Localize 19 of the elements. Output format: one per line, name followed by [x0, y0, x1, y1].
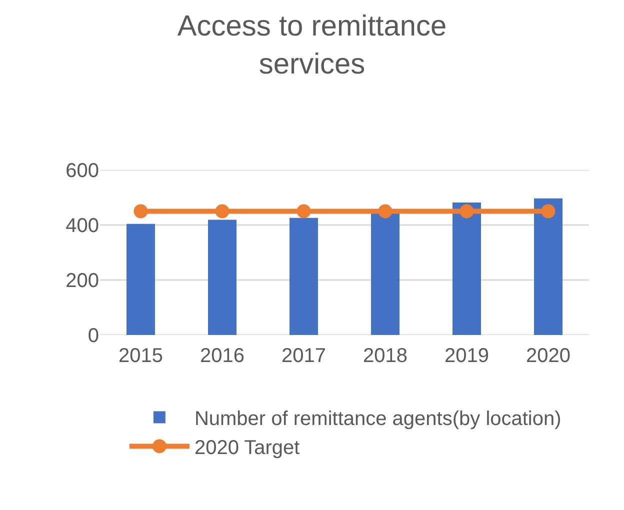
bar [289, 218, 318, 335]
x-tick-label: 2019 [444, 345, 489, 367]
bar [452, 202, 482, 335]
y-tick-label: 0 [88, 325, 99, 347]
x-tick-label: 2017 [282, 345, 326, 367]
x-tick-label: 2020 [526, 345, 570, 367]
legend-label: 2020 Target [194, 437, 300, 459]
y-tick-label: 600 [66, 160, 99, 182]
bar [370, 212, 400, 335]
x-tick-label: 2015 [118, 345, 163, 367]
x-tick-label: 2016 [200, 345, 244, 367]
y-tick-label: 400 [66, 215, 99, 237]
bar [126, 224, 156, 335]
bar [208, 220, 237, 335]
chart-title: Access to remittance services [177, 10, 447, 80]
y-tick-label: 200 [66, 270, 99, 292]
x-tick-label: 2018 [363, 345, 408, 367]
legend-label: Number of remittance agents(by location) [194, 408, 562, 430]
bar [534, 198, 563, 335]
